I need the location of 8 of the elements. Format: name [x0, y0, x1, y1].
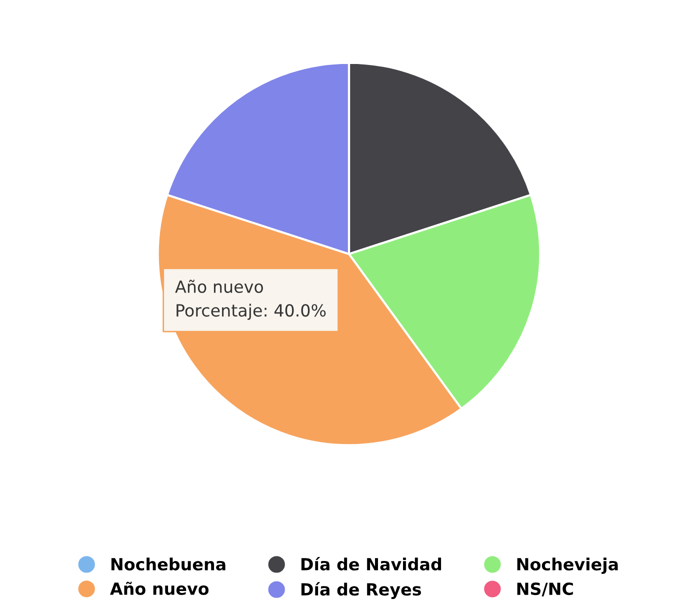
legend-label: Nochevieja: [517, 558, 618, 574]
legend-label: Día de Navidad: [301, 556, 442, 571]
legend-label: NS/NC: [517, 582, 573, 596]
legend-label: Año nuevo: [110, 582, 209, 595]
legend-label: Día de Reyes: [301, 582, 421, 599]
legend-label: Nochebuena: [111, 558, 226, 571]
text: Año nuevo: [175, 280, 263, 293]
text: Porcentaje: 40.0%: [176, 304, 326, 320]
